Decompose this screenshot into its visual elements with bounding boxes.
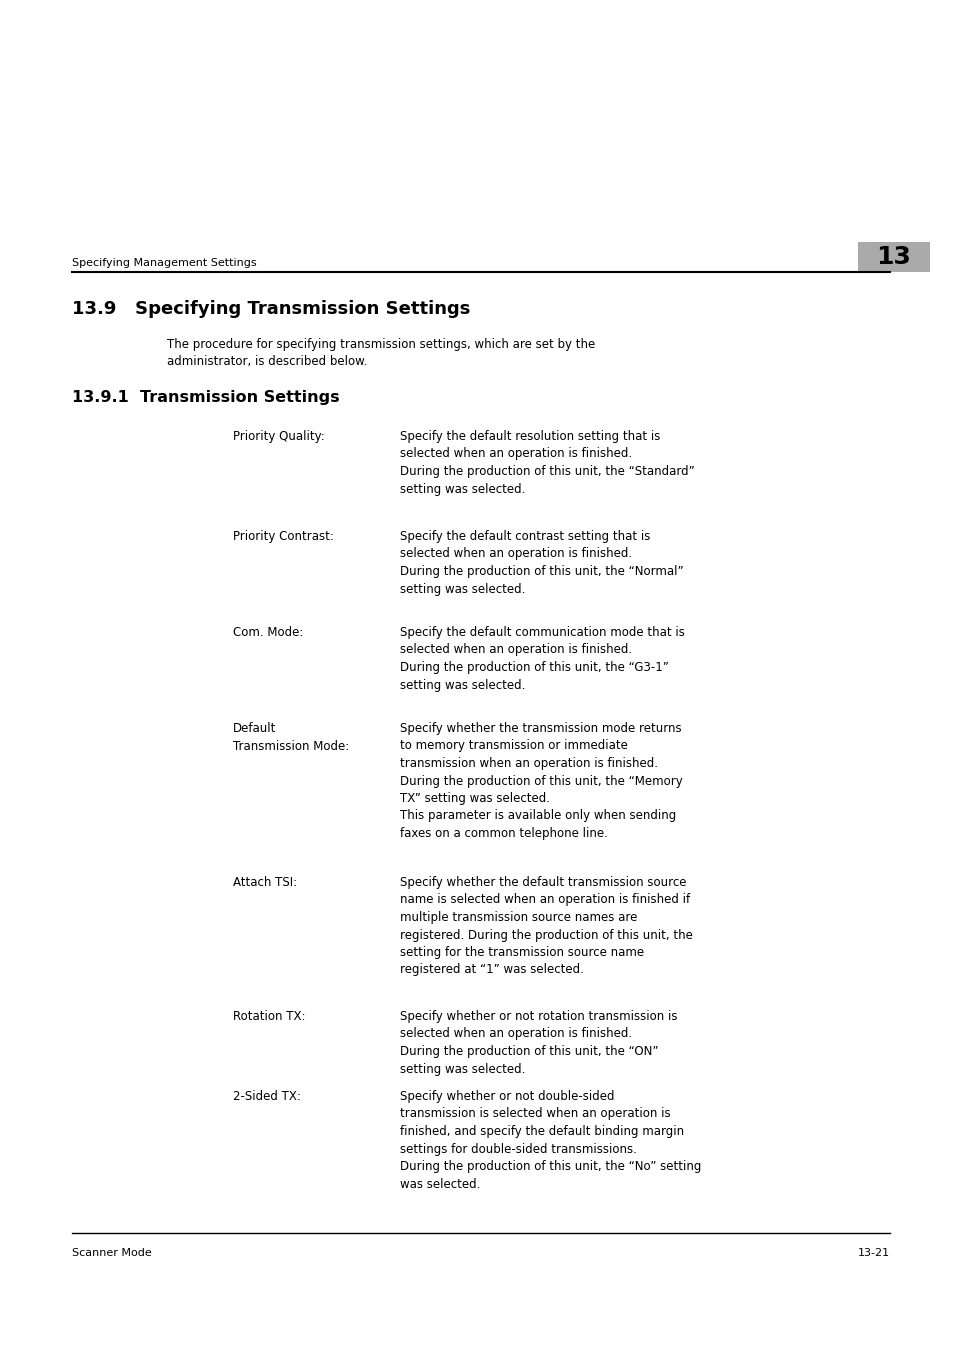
Text: 13.9   Specifying Transmission Settings: 13.9 Specifying Transmission Settings (71, 300, 470, 317)
Text: 2-Sided TX:: 2-Sided TX: (233, 1090, 300, 1102)
Text: Specify whether the default transmission source
name is selected when an operati: Specify whether the default transmission… (399, 875, 692, 977)
Text: Com. Mode:: Com. Mode: (233, 626, 303, 639)
Bar (857, 242, 929, 272)
Text: Specify the default contrast setting that is
selected when an operation is finis: Specify the default contrast setting tha… (399, 530, 683, 596)
Text: administrator, is described below.: administrator, is described below. (167, 355, 367, 367)
Text: Specify whether the transmission mode returns
to memory transmission or immediat: Specify whether the transmission mode re… (399, 721, 682, 840)
Text: Priority Quality:: Priority Quality: (233, 430, 324, 443)
Text: Specify the default resolution setting that is
selected when an operation is fin: Specify the default resolution setting t… (399, 430, 694, 496)
Text: Rotation TX:: Rotation TX: (233, 1011, 305, 1023)
Text: Priority Contrast:: Priority Contrast: (233, 530, 334, 543)
Text: Specify the default communication mode that is
selected when an operation is fin: Specify the default communication mode t… (399, 626, 684, 692)
Text: 13.9.1  Transmission Settings: 13.9.1 Transmission Settings (71, 390, 339, 405)
Text: Scanner Mode: Scanner Mode (71, 1248, 152, 1258)
Text: Attach TSI:: Attach TSI: (233, 875, 296, 889)
Text: Specify whether or not double-sided
transmission is selected when an operation i: Specify whether or not double-sided tran… (399, 1090, 700, 1190)
Text: Specify whether or not rotation transmission is
selected when an operation is fi: Specify whether or not rotation transmis… (399, 1011, 677, 1075)
Text: 13: 13 (876, 245, 910, 269)
Text: Default
Transmission Mode:: Default Transmission Mode: (233, 721, 349, 753)
Text: 13-21: 13-21 (857, 1248, 889, 1258)
Text: Specifying Management Settings: Specifying Management Settings (71, 258, 256, 267)
Text: The procedure for specifying transmission settings, which are set by the: The procedure for specifying transmissio… (167, 338, 595, 351)
